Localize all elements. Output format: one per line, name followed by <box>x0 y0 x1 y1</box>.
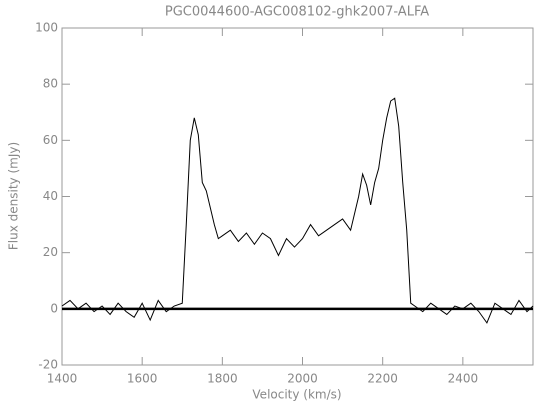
spectrum-line <box>61 97 534 324</box>
x-tick-label: 2400 <box>448 372 479 386</box>
y-tick-label: 60 <box>43 133 58 147</box>
x-axis-label: Velocity (km/s) <box>252 388 341 402</box>
x-tick-label: 1600 <box>127 372 158 386</box>
x-tick-label: 1400 <box>47 372 78 386</box>
x-tick-label: 1800 <box>207 372 238 386</box>
y-tick-label: 80 <box>43 77 58 91</box>
x-tick-label: 2000 <box>287 372 318 386</box>
y-tick-label: 20 <box>43 245 58 259</box>
y-tick-label: 40 <box>43 189 58 203</box>
plot-frame <box>61 27 534 366</box>
y-tick-label: 100 <box>35 21 58 35</box>
x-tick-label: 2200 <box>367 372 398 386</box>
chart-title: PGC0044600-AGC008102-ghk2007-ALFA <box>165 5 429 20</box>
y-tick-label: -20 <box>38 358 58 372</box>
y-axis-label: Flux density (mJy) <box>7 142 21 250</box>
y-tick-label: 0 <box>50 301 58 315</box>
